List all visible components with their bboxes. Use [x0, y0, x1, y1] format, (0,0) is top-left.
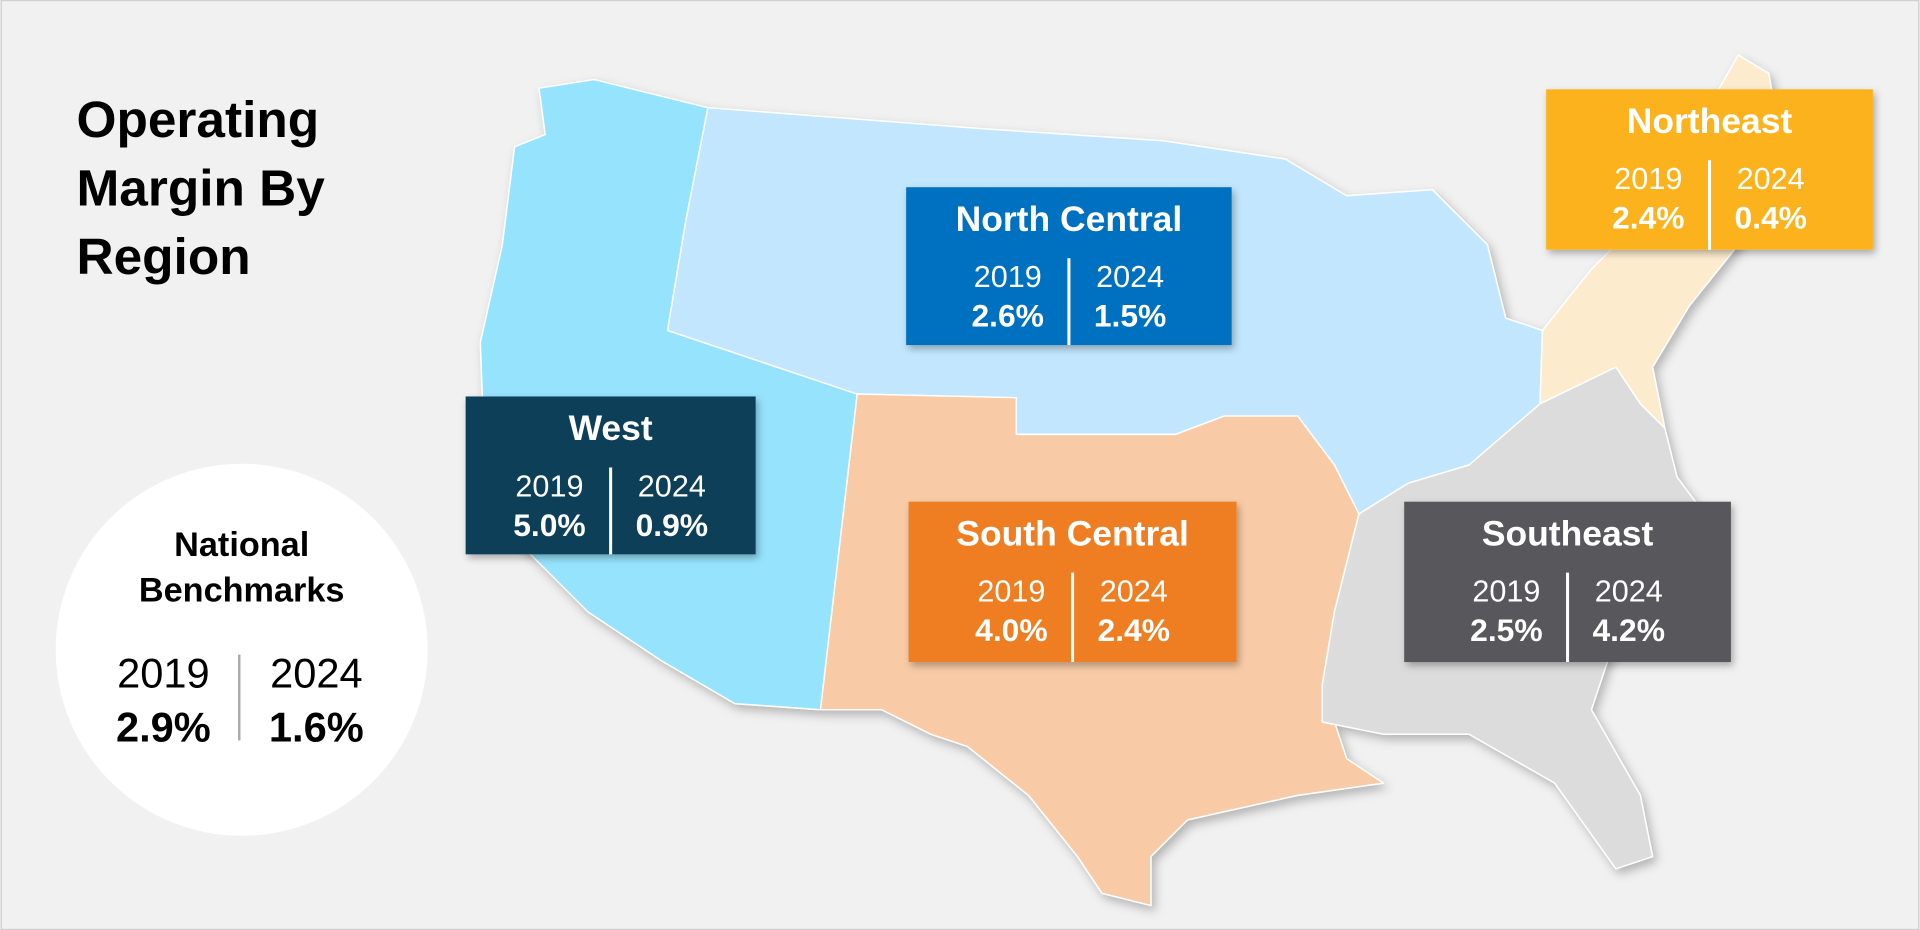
- region-year: 2024: [1737, 162, 1805, 196]
- region-value: 0.9%: [636, 507, 708, 543]
- region-value: 4.0%: [975, 612, 1047, 648]
- benchmark-value: 2.9%: [116, 704, 211, 751]
- title-line: Operating: [77, 90, 320, 148]
- region-value: 2.4%: [1612, 200, 1684, 236]
- region-value: 2.6%: [971, 298, 1043, 334]
- region-value: 5.0%: [513, 507, 585, 543]
- region-name: North Central: [956, 199, 1183, 239]
- region-year: 2019: [1614, 162, 1682, 196]
- region-year: 2019: [515, 469, 583, 503]
- title-line: Margin By: [77, 159, 326, 217]
- region-value: 1.5%: [1094, 298, 1166, 334]
- region-year: 2019: [977, 575, 1045, 609]
- region-value: 0.4%: [1734, 200, 1806, 236]
- region-value: 4.2%: [1593, 612, 1665, 648]
- benchmark-circle: [55, 463, 428, 836]
- region-name: Southeast: [1482, 513, 1654, 553]
- region-name: West: [569, 408, 653, 448]
- region-label: West 2019 5.0% 2024 0.9%: [465, 396, 756, 555]
- benchmark-year: 2024: [270, 650, 363, 697]
- benchmark-title: National: [174, 526, 309, 564]
- region-value: 2.4%: [1098, 612, 1170, 648]
- region-name: South Central: [956, 513, 1189, 553]
- region-year: 2024: [1100, 575, 1168, 609]
- region-label: Northeast 2019 2.4% 2024 0.4%: [1546, 89, 1873, 250]
- region-year: 2019: [974, 260, 1042, 294]
- region-value: 2.5%: [1470, 612, 1542, 648]
- region-year: 2024: [638, 469, 706, 503]
- region-year: 2019: [1472, 575, 1540, 609]
- region-label: North Central 2019 2.6% 2024 1.5%: [906, 187, 1232, 346]
- benchmark-title: Benchmarks: [139, 571, 345, 609]
- region-name: Northeast: [1627, 101, 1793, 141]
- region-year: 2024: [1595, 575, 1663, 609]
- benchmark-value: 1.6%: [269, 704, 364, 751]
- benchmark-year: 2019: [117, 650, 210, 697]
- region-year: 2024: [1096, 260, 1164, 294]
- title-line: Region: [77, 227, 251, 285]
